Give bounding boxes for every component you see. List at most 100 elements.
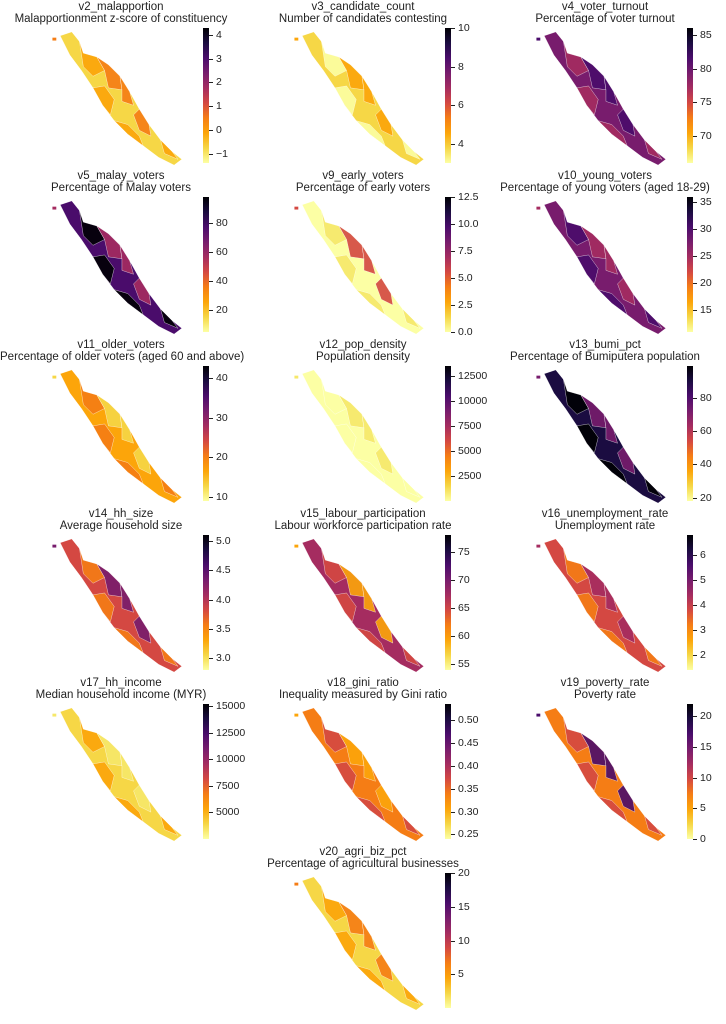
colorbar-tick-label: 35: [700, 196, 712, 209]
colorbar-tick: [209, 732, 213, 734]
colorbar-tick-label: 5: [700, 802, 706, 815]
colorbar-tick: [451, 476, 455, 477]
constituency-region: [375, 784, 394, 813]
colorbar-tick-label: 40: [216, 371, 228, 384]
colorbar-tick-label: 80: [700, 62, 712, 75]
constituency-region: [617, 108, 636, 137]
colorbar-tick: [451, 580, 455, 581]
colorbar-tick-label: 5.0: [458, 272, 473, 284]
colorbar-tick-label: 2: [216, 76, 222, 89]
colorbar-tick: [209, 570, 213, 572]
choropleth-map: [294, 538, 425, 673]
colorbar: [687, 197, 693, 332]
colorbar-tick-label: 3: [700, 624, 706, 636]
colorbar-tick: [209, 252, 213, 254]
colorbar: [687, 28, 693, 163]
island-region: [52, 713, 57, 717]
choropleth-map: [52, 31, 183, 166]
colorbar: [203, 197, 209, 332]
colorbar-tick: [451, 664, 455, 666]
colorbar-tick-label: 10000: [458, 395, 488, 407]
colorbar-tick: [693, 746, 697, 748]
colorbar-tick: [209, 223, 213, 225]
constituency-region: [402, 646, 421, 667]
colorbar-tick: [451, 224, 455, 225]
panel-variable-title: v12_pop_density: [319, 339, 407, 351]
panel-description: Percentage of Malay voters: [51, 182, 191, 194]
colorbar: [687, 704, 693, 839]
colorbar-tick: [693, 256, 697, 258]
constituency-region: [576, 592, 599, 623]
constituency-region: [355, 965, 386, 992]
colorbar-tick: [693, 555, 697, 556]
choropleth-map: [294, 200, 425, 335]
constituency-region: [92, 592, 115, 623]
panel-description: Percentage of agricultural businesses: [267, 858, 459, 870]
panel-description: Percentage of Bumiputera population: [510, 351, 700, 363]
panel-description: Percentage of older voters (aged 60 and …: [0, 351, 245, 363]
colorbar-tick-label: 40: [700, 458, 712, 471]
colorbar-tick-label: 40: [216, 275, 228, 288]
constituency-region: [334, 761, 357, 792]
colorbar-tick: [451, 197, 455, 198]
colorbar-tick: [693, 397, 697, 399]
colorbar-tick-label: 30: [700, 223, 712, 236]
colorbar-tick-label: 65: [458, 602, 470, 615]
panel-description: Number of candidates contesting: [278, 13, 448, 25]
island-region: [536, 713, 541, 717]
panel-variable-title: v3_candidate_count: [311, 1, 415, 13]
colorbar-tick: [693, 716, 697, 718]
constituency-region: [334, 930, 357, 961]
constituency-region: [334, 423, 357, 454]
colorbar-tick-label: 2: [700, 649, 706, 661]
constituency-region: [355, 458, 386, 485]
constituency-region: [113, 289, 144, 316]
constituency-region: [644, 646, 663, 667]
colorbar-tick-label: 7500: [458, 420, 482, 432]
map-panel-v5-malay-voters: v5_malay_voters Percentage of Malay voter…: [0, 169, 242, 338]
colorbar-tick-label: 5: [458, 968, 464, 981]
panel-description: Labour workforce participation rate: [274, 520, 452, 532]
colorbar: [687, 535, 693, 670]
island-region: [294, 544, 299, 548]
constituency-region: [334, 254, 357, 285]
island-region: [52, 375, 57, 379]
colorbar-tick: [451, 720, 455, 722]
colorbar: [203, 28, 209, 163]
constituency-region: [597, 458, 628, 485]
colorbar-tick: [451, 834, 455, 836]
colorbar-tick-label: 0.45: [458, 736, 479, 749]
constituency-region: [160, 139, 179, 160]
island-region: [536, 544, 541, 548]
constituency-region: [334, 85, 357, 116]
colorbar-tick: [209, 628, 213, 630]
constituency-region: [375, 953, 394, 982]
colorbar-tick: [451, 451, 455, 452]
colorbar-tick-label: 12.5: [458, 191, 479, 203]
constituency-region: [133, 108, 152, 137]
colorbar-tick: [693, 283, 697, 285]
map-panel-v13-bumi-pct: v13_bumi_pct Percentage of Bumiputera pop…: [484, 338, 726, 507]
colorbar-tick-label: 20: [458, 867, 470, 879]
panel-variable-title: v10_young_voters: [558, 170, 652, 182]
panel-variable-title: v13_bumi_pct: [569, 339, 641, 351]
island-region: [294, 375, 299, 379]
colorbar-tick-label: 0.30: [458, 805, 479, 818]
constituency-region: [402, 984, 421, 1005]
choropleth-map: [52, 707, 183, 842]
constituency-region: [603, 752, 618, 782]
colorbar-tick-label: 70: [458, 574, 470, 586]
colorbar-tick-label: 8: [458, 60, 464, 73]
constituency-region: [119, 583, 134, 613]
island-region: [536, 375, 541, 379]
colorbar: [445, 873, 451, 1008]
map-panel-v9-early-voters: v9_early_voters Percentage of early voter…: [242, 169, 484, 338]
panel-variable-title: v4_voter_turnout: [561, 1, 649, 13]
colorbar-tick: [693, 431, 697, 432]
constituency-region: [361, 921, 376, 951]
constituency-region: [133, 446, 152, 475]
choropleth-map: [52, 538, 183, 673]
constituency-region: [603, 76, 618, 106]
colorbar-tick: [209, 129, 213, 131]
colorbar-tick-label: 80: [216, 217, 228, 230]
